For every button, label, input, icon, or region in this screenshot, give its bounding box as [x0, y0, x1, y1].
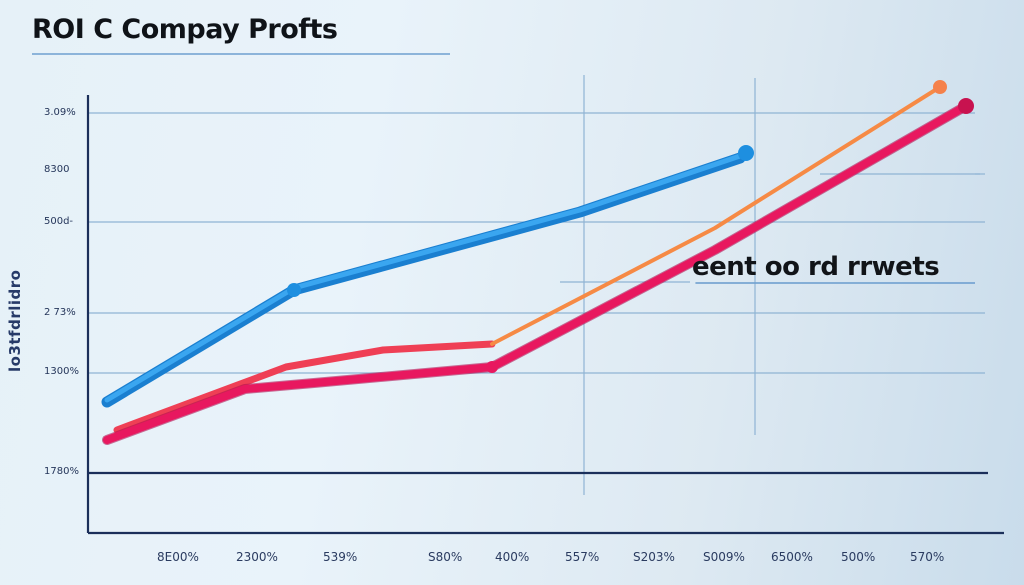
x-tick-label: 6500% — [771, 550, 813, 564]
series-magenta-endpoint — [958, 98, 974, 114]
series-magenta-marker — [486, 361, 498, 373]
y-tick-label: 1300% — [44, 366, 79, 377]
x-tick-label: 8E00% — [157, 550, 199, 564]
series-blue-shadow — [101, 152, 746, 408]
x-tick-label: S80% — [428, 550, 463, 564]
y-tick-label: 3.09% — [44, 107, 76, 118]
x-tick-label: 2300% — [236, 550, 278, 564]
y-tick-label: 2 73% — [44, 307, 76, 318]
x-tick-label: 500% — [841, 550, 876, 564]
series-blue-line — [104, 153, 743, 403]
y-axis-label: lo3tfdrlidro — [6, 269, 24, 372]
x-tick-label: S009% — [703, 550, 745, 564]
y-tick-label: 500d- — [44, 216, 74, 227]
chart-annotation: eent oo rd rrwets — [692, 252, 940, 282]
series-orange-endpoint — [933, 80, 947, 94]
series-orange-line — [490, 85, 942, 346]
vertical-gridlines — [583, 75, 756, 495]
x-tick-label: 557% — [565, 550, 600, 564]
series-blue-marker — [287, 283, 301, 297]
chart-title: ROI C Compay Profts — [32, 14, 338, 45]
x-tick-label: 570% — [910, 550, 945, 564]
y-tick-label: 8300 — [44, 164, 70, 175]
axes — [86, 95, 1004, 535]
x-tick-label: 539% — [323, 550, 358, 564]
series-blue-endpoint — [738, 145, 754, 161]
series-magenta-line — [103, 102, 970, 444]
x-tick-label: 400% — [495, 550, 530, 564]
y-tick-label: 1780% — [44, 466, 79, 477]
series-red-line — [113, 340, 496, 434]
x-tick-label: S203% — [633, 550, 675, 564]
